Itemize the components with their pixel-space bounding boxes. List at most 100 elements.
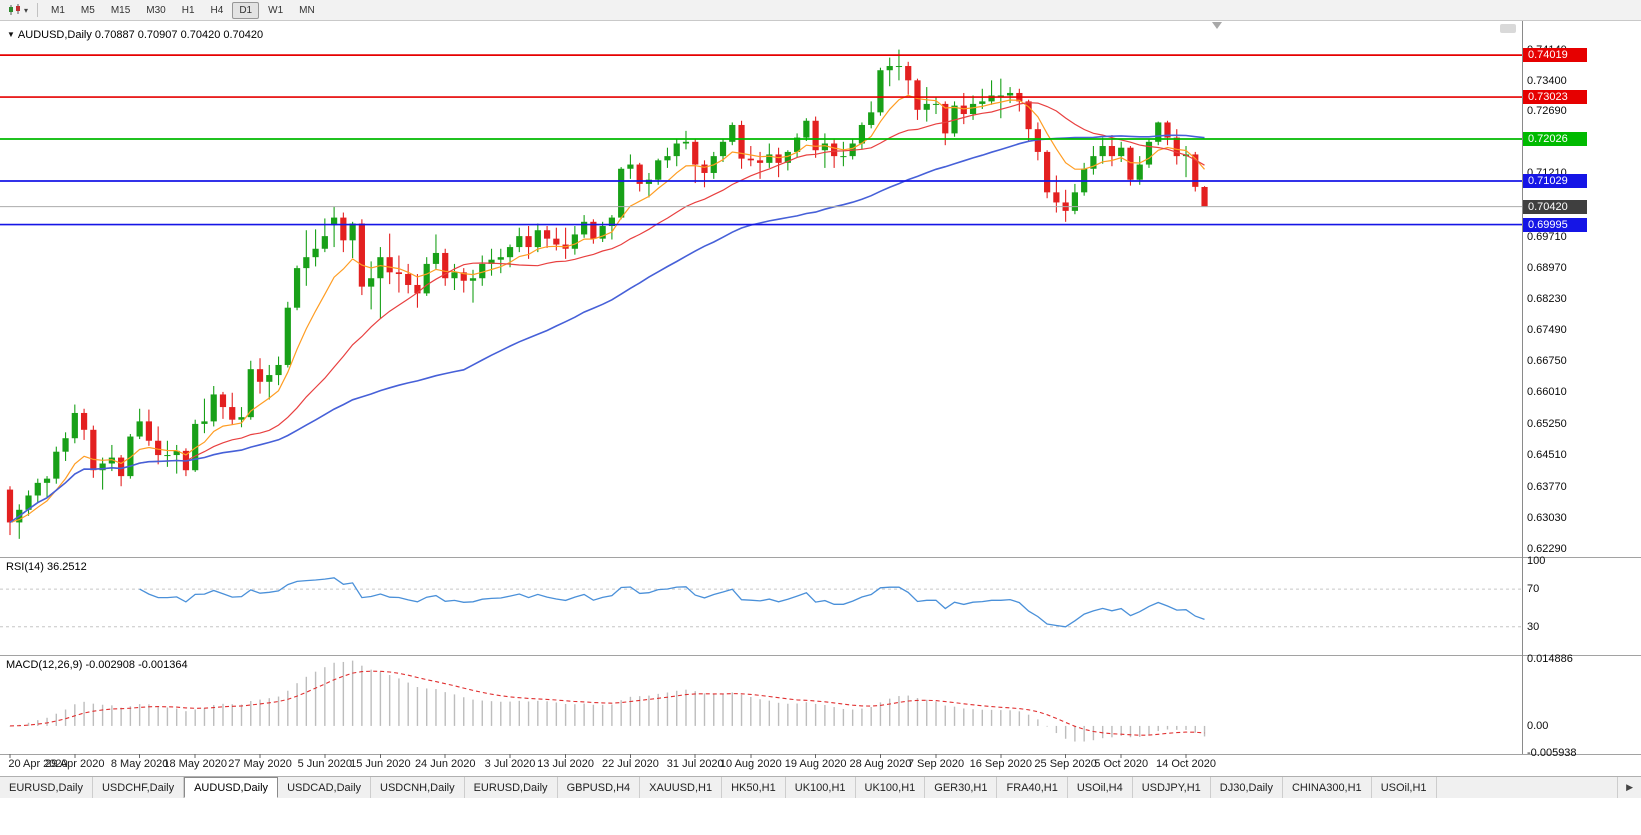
- macd-histogram-bar: [740, 694, 743, 726]
- candle-body: [377, 257, 384, 279]
- candle-body: [553, 238, 560, 245]
- timeframe-button-m5[interactable]: M5: [80, 4, 95, 16]
- candle-body: [340, 217, 347, 241]
- macd-histogram-bar: [55, 713, 57, 726]
- chart-type-icon[interactable]: ▾: [4, 3, 32, 17]
- candle-body: [368, 278, 375, 287]
- macd-histogram-bar: [1157, 725, 1159, 732]
- timeframe-button-m30[interactable]: M30: [146, 4, 166, 16]
- candle-body: [1053, 192, 1060, 203]
- candle-body: [164, 455, 171, 457]
- macd-histogram-bar: [92, 703, 95, 726]
- macd-histogram-bar: [694, 691, 696, 726]
- macd-histogram-bar: [463, 697, 465, 726]
- level-price-label[interactable]: 0.69995: [1523, 217, 1587, 232]
- tab-usdchf-daily[interactable]: USDCHF,Daily: [92, 777, 185, 798]
- macd-histogram-bar: [898, 696, 900, 726]
- date-axis-label: 7 Sep 2020: [907, 758, 965, 770]
- macd-histogram-bar: [129, 706, 132, 726]
- date-axis-label: 24 Jun 2020: [414, 758, 476, 770]
- candle-body: [460, 272, 467, 281]
- candle-body: [349, 223, 356, 241]
- timeframe-button-d1[interactable]: D1: [232, 1, 260, 19]
- macd-histogram-bar: [657, 693, 659, 726]
- macd-histogram-bar: [935, 701, 937, 726]
- macd-histogram-bar: [46, 717, 48, 726]
- chart-shift-marker[interactable]: [1212, 22, 1222, 29]
- tab-eurusd-daily[interactable]: EURUSD,Daily: [464, 777, 558, 798]
- timeframe-button-h1[interactable]: H1: [181, 4, 195, 16]
- timeframe-button-m1[interactable]: M1: [51, 4, 65, 16]
- current-price-label: 0.70420: [1523, 199, 1587, 214]
- timeframe-button-w1[interactable]: W1: [268, 4, 284, 16]
- tab-usdcnh-daily[interactable]: USDCNH,Daily: [371, 777, 465, 798]
- macd-histogram-bar: [231, 704, 233, 726]
- candle-body: [1164, 122, 1171, 138]
- macd-histogram-bar: [111, 705, 113, 726]
- macd-histogram-bar: [703, 693, 706, 726]
- tab-eurusd-daily[interactable]: EURUSD,Daily: [0, 777, 93, 798]
- level-price-label[interactable]: 0.72026: [1523, 132, 1587, 147]
- tab-fra40-h1[interactable]: FRA40,H1: [997, 777, 1068, 798]
- macd-histogram-bar: [620, 700, 622, 726]
- macd-histogram-bar: [342, 661, 345, 726]
- tab-usdcad-daily[interactable]: USDCAD,Daily: [278, 777, 372, 798]
- timeframe-button-h4[interactable]: H4: [210, 4, 224, 16]
- price-axis-tick: 0.66010: [1527, 386, 1567, 399]
- tab-dj30-daily[interactable]: DJ30,Daily: [1210, 777, 1283, 798]
- candle-body: [386, 257, 393, 273]
- chart-tab-bar: EURUSD,Daily USDCHF,Daily AUDUSD,Daily USDC…: [0, 776, 1641, 798]
- macd-axis-tick: -0.005938: [1527, 746, 1577, 759]
- macd-indicator-label: MACD(12,26,9) -0.002908 -0.001364: [6, 659, 188, 671]
- price-axis-tick: 0.73400: [1527, 75, 1567, 88]
- candle-body: [238, 417, 245, 420]
- tab-uk100-h1[interactable]: UK100,H1: [785, 777, 856, 798]
- timeframe-button-m15[interactable]: M15: [110, 4, 131, 16]
- tab-audusd-daily[interactable]: AUDUSD,Daily: [184, 777, 279, 798]
- macd-histogram-bar: [787, 703, 789, 726]
- tab-usoil-h1[interactable]: USOil,H1: [1371, 777, 1437, 798]
- moving-average-8: [9, 94, 1205, 523]
- candle-body: [506, 247, 514, 258]
- rsi-line: [139, 577, 1205, 628]
- tab-ger30-h1[interactable]: GER30,H1: [925, 777, 998, 798]
- candle-body: [1136, 164, 1143, 180]
- macd-histogram-bar: [546, 701, 548, 726]
- tabs-scroll-right-button[interactable]: ▶: [1617, 777, 1641, 798]
- candle-body: [738, 124, 745, 159]
- tab-usoil-h4[interactable]: USOil,H4: [1067, 777, 1133, 798]
- macd-histogram-bar: [1139, 725, 1141, 737]
- macd-histogram-bar: [676, 690, 678, 726]
- chart-canvas[interactable]: [0, 0, 1641, 776]
- macd-histogram-bar: [953, 706, 956, 726]
- tab-china300-h1[interactable]: CHINA300,H1: [1282, 777, 1372, 798]
- tab-hk50-h1[interactable]: HK50,H1: [722, 777, 786, 798]
- macd-histogram-bar: [351, 660, 354, 726]
- macd-histogram-bar: [527, 701, 530, 726]
- candle-body: [488, 259, 495, 264]
- tab-xauusd-h1[interactable]: XAUUSD,H1: [640, 777, 723, 798]
- macd-histogram-bar: [537, 700, 539, 726]
- rsi-axis-tick: 70: [1527, 583, 1540, 596]
- macd-histogram-bar: [1176, 725, 1178, 730]
- level-price-label[interactable]: 0.71029: [1523, 174, 1587, 188]
- tab-usdjpy-h1[interactable]: USDJPY,H1: [1132, 777, 1211, 798]
- candle-body: [321, 236, 328, 249]
- macd-histogram-bar: [1185, 725, 1187, 730]
- level-price-label[interactable]: 0.73023: [1523, 90, 1587, 105]
- macd-histogram-bar: [768, 700, 771, 726]
- tab-uk100-h1[interactable]: UK100,H1: [855, 777, 926, 798]
- level-price-label[interactable]: 0.74019: [1523, 48, 1587, 63]
- chart-corner-widget[interactable]: [1500, 24, 1516, 33]
- tab-gbpusd-h4[interactable]: GBPUSD,H4: [557, 777, 641, 798]
- rsi-axis-tick: 30: [1527, 620, 1540, 633]
- candle-body: [423, 263, 430, 294]
- macd-histogram-bar: [990, 709, 993, 726]
- price-axis-tick: 0.63030: [1527, 511, 1567, 524]
- date-axis-label: 5 Jun 2020: [297, 758, 353, 770]
- candle-body: [803, 120, 810, 138]
- collapse-icon[interactable]: ▼: [7, 30, 15, 39]
- timeframe-button-mn[interactable]: MN: [299, 4, 315, 16]
- macd-histogram-bar: [926, 699, 928, 726]
- candle-body: [886, 66, 893, 71]
